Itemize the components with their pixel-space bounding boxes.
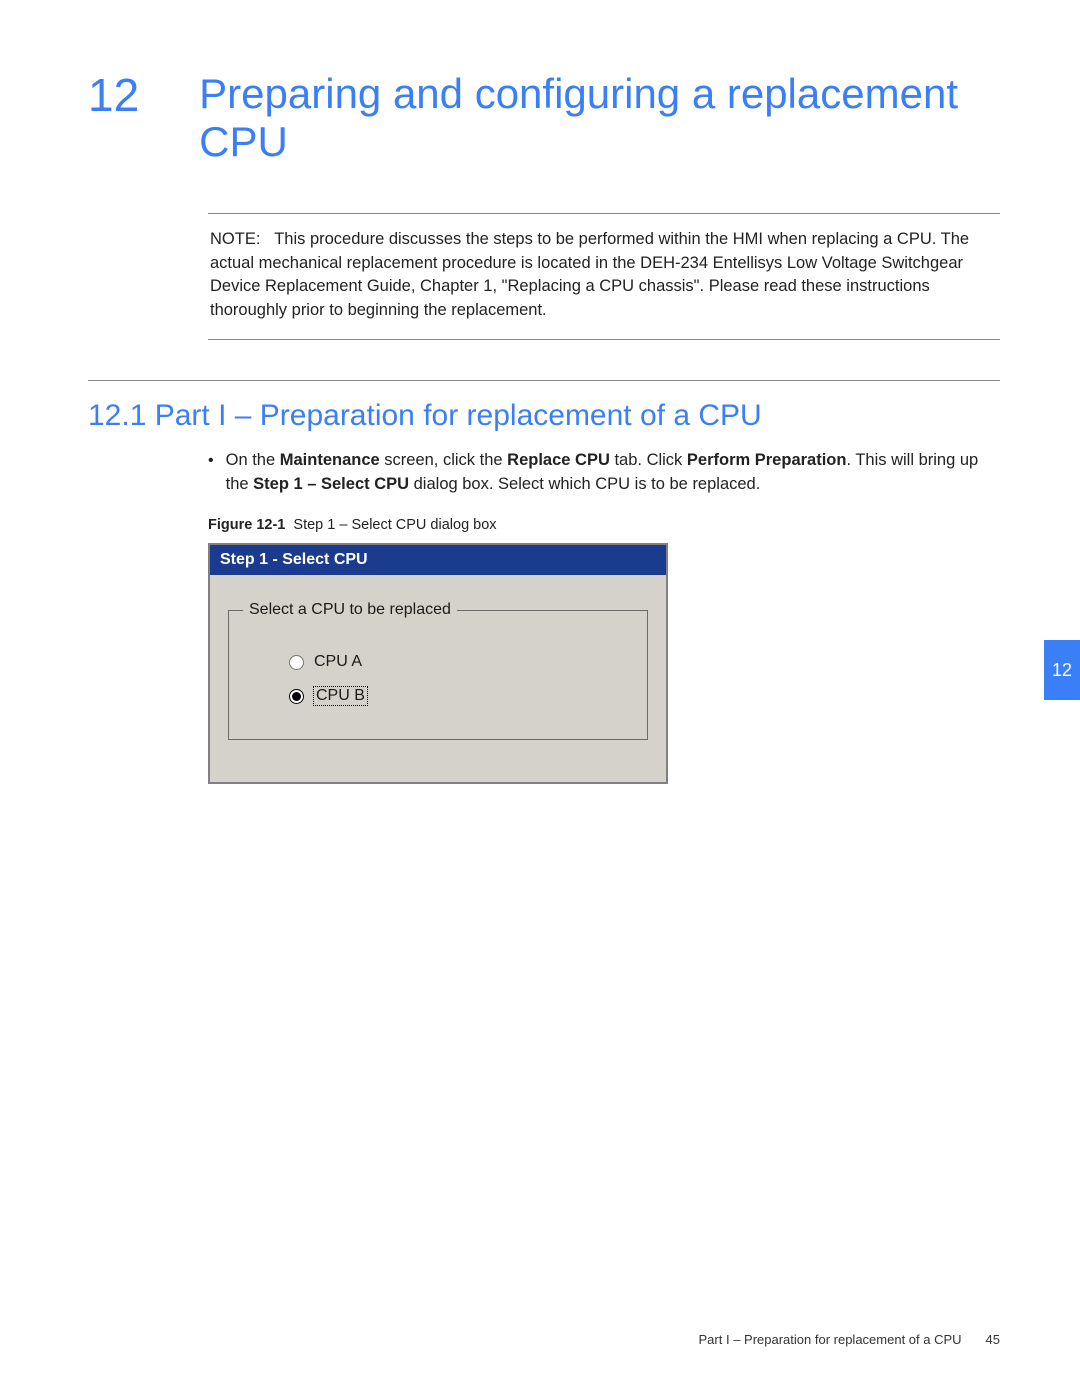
instruction-bullet: • On the Maintenance screen, click the R… <box>208 449 1000 497</box>
fieldset-legend: Select a CPU to be replaced <box>243 601 457 619</box>
radio-cpu-b[interactable] <box>289 689 304 704</box>
radio-label-cpu-a: CPU A <box>314 653 362 671</box>
figure-label: Figure 12-1 <box>208 517 285 533</box>
bullet-icon: • <box>208 449 214 497</box>
text-bold: Perform Preparation <box>687 451 847 469</box>
dialog-titlebar: Step 1 - Select CPU <box>210 545 666 575</box>
text-bold: Step 1 – Select CPU <box>253 475 409 493</box>
radio-row-cpu-a[interactable]: CPU A <box>289 653 633 671</box>
text-fragment: On the <box>226 451 280 469</box>
section-heading: 12.1 Part I – Preparation for replacemen… <box>88 399 1000 433</box>
text-bold: Maintenance <box>280 451 380 469</box>
section-divider <box>88 380 1000 381</box>
chapter-number: 12 <box>88 70 139 121</box>
page-footer: Part I – Preparation for replacement of … <box>699 1332 1000 1347</box>
note-box: NOTE: This procedure discusses the steps… <box>208 213 1000 341</box>
text-fragment: tab. Click <box>610 451 687 469</box>
text-fragment: dialog box. Select which CPU is to be re… <box>409 475 760 493</box>
figure-caption-text: Step 1 – Select CPU dialog box <box>293 517 496 533</box>
dialog-body: Step 1 - Select CPU Select a CPU to be r… <box>210 545 666 782</box>
radio-label-cpu-b: CPU B <box>314 687 367 705</box>
instruction-text: On the Maintenance screen, click the Rep… <box>226 449 1000 497</box>
radio-row-cpu-b[interactable]: CPU B <box>289 687 633 705</box>
dialog-content: Select a CPU to be replaced CPU A CPU B <box>210 575 666 782</box>
radio-cpu-a[interactable] <box>289 655 304 670</box>
chapter-side-tab: 12 <box>1044 640 1080 700</box>
document-page: 12 Preparing and configuring a replaceme… <box>0 0 1080 1397</box>
cpu-select-group: Select a CPU to be replaced CPU A CPU B <box>228 601 648 740</box>
chapter-title: Preparing and configuring a replacement … <box>199 70 979 167</box>
select-cpu-dialog: Step 1 - Select CPU Select a CPU to be r… <box>208 543 668 784</box>
text-fragment: screen, click the <box>380 451 507 469</box>
note-label: NOTE: <box>210 230 260 248</box>
note-text: This procedure discusses the steps to be… <box>210 230 969 320</box>
footer-page-number: 45 <box>986 1332 1000 1347</box>
footer-section-title: Part I – Preparation for replacement of … <box>699 1332 962 1347</box>
figure-caption: Figure 12-1 Step 1 – Select CPU dialog b… <box>208 517 1000 533</box>
text-bold: Replace CPU <box>507 451 610 469</box>
chapter-heading: 12 Preparing and configuring a replaceme… <box>88 70 1000 167</box>
